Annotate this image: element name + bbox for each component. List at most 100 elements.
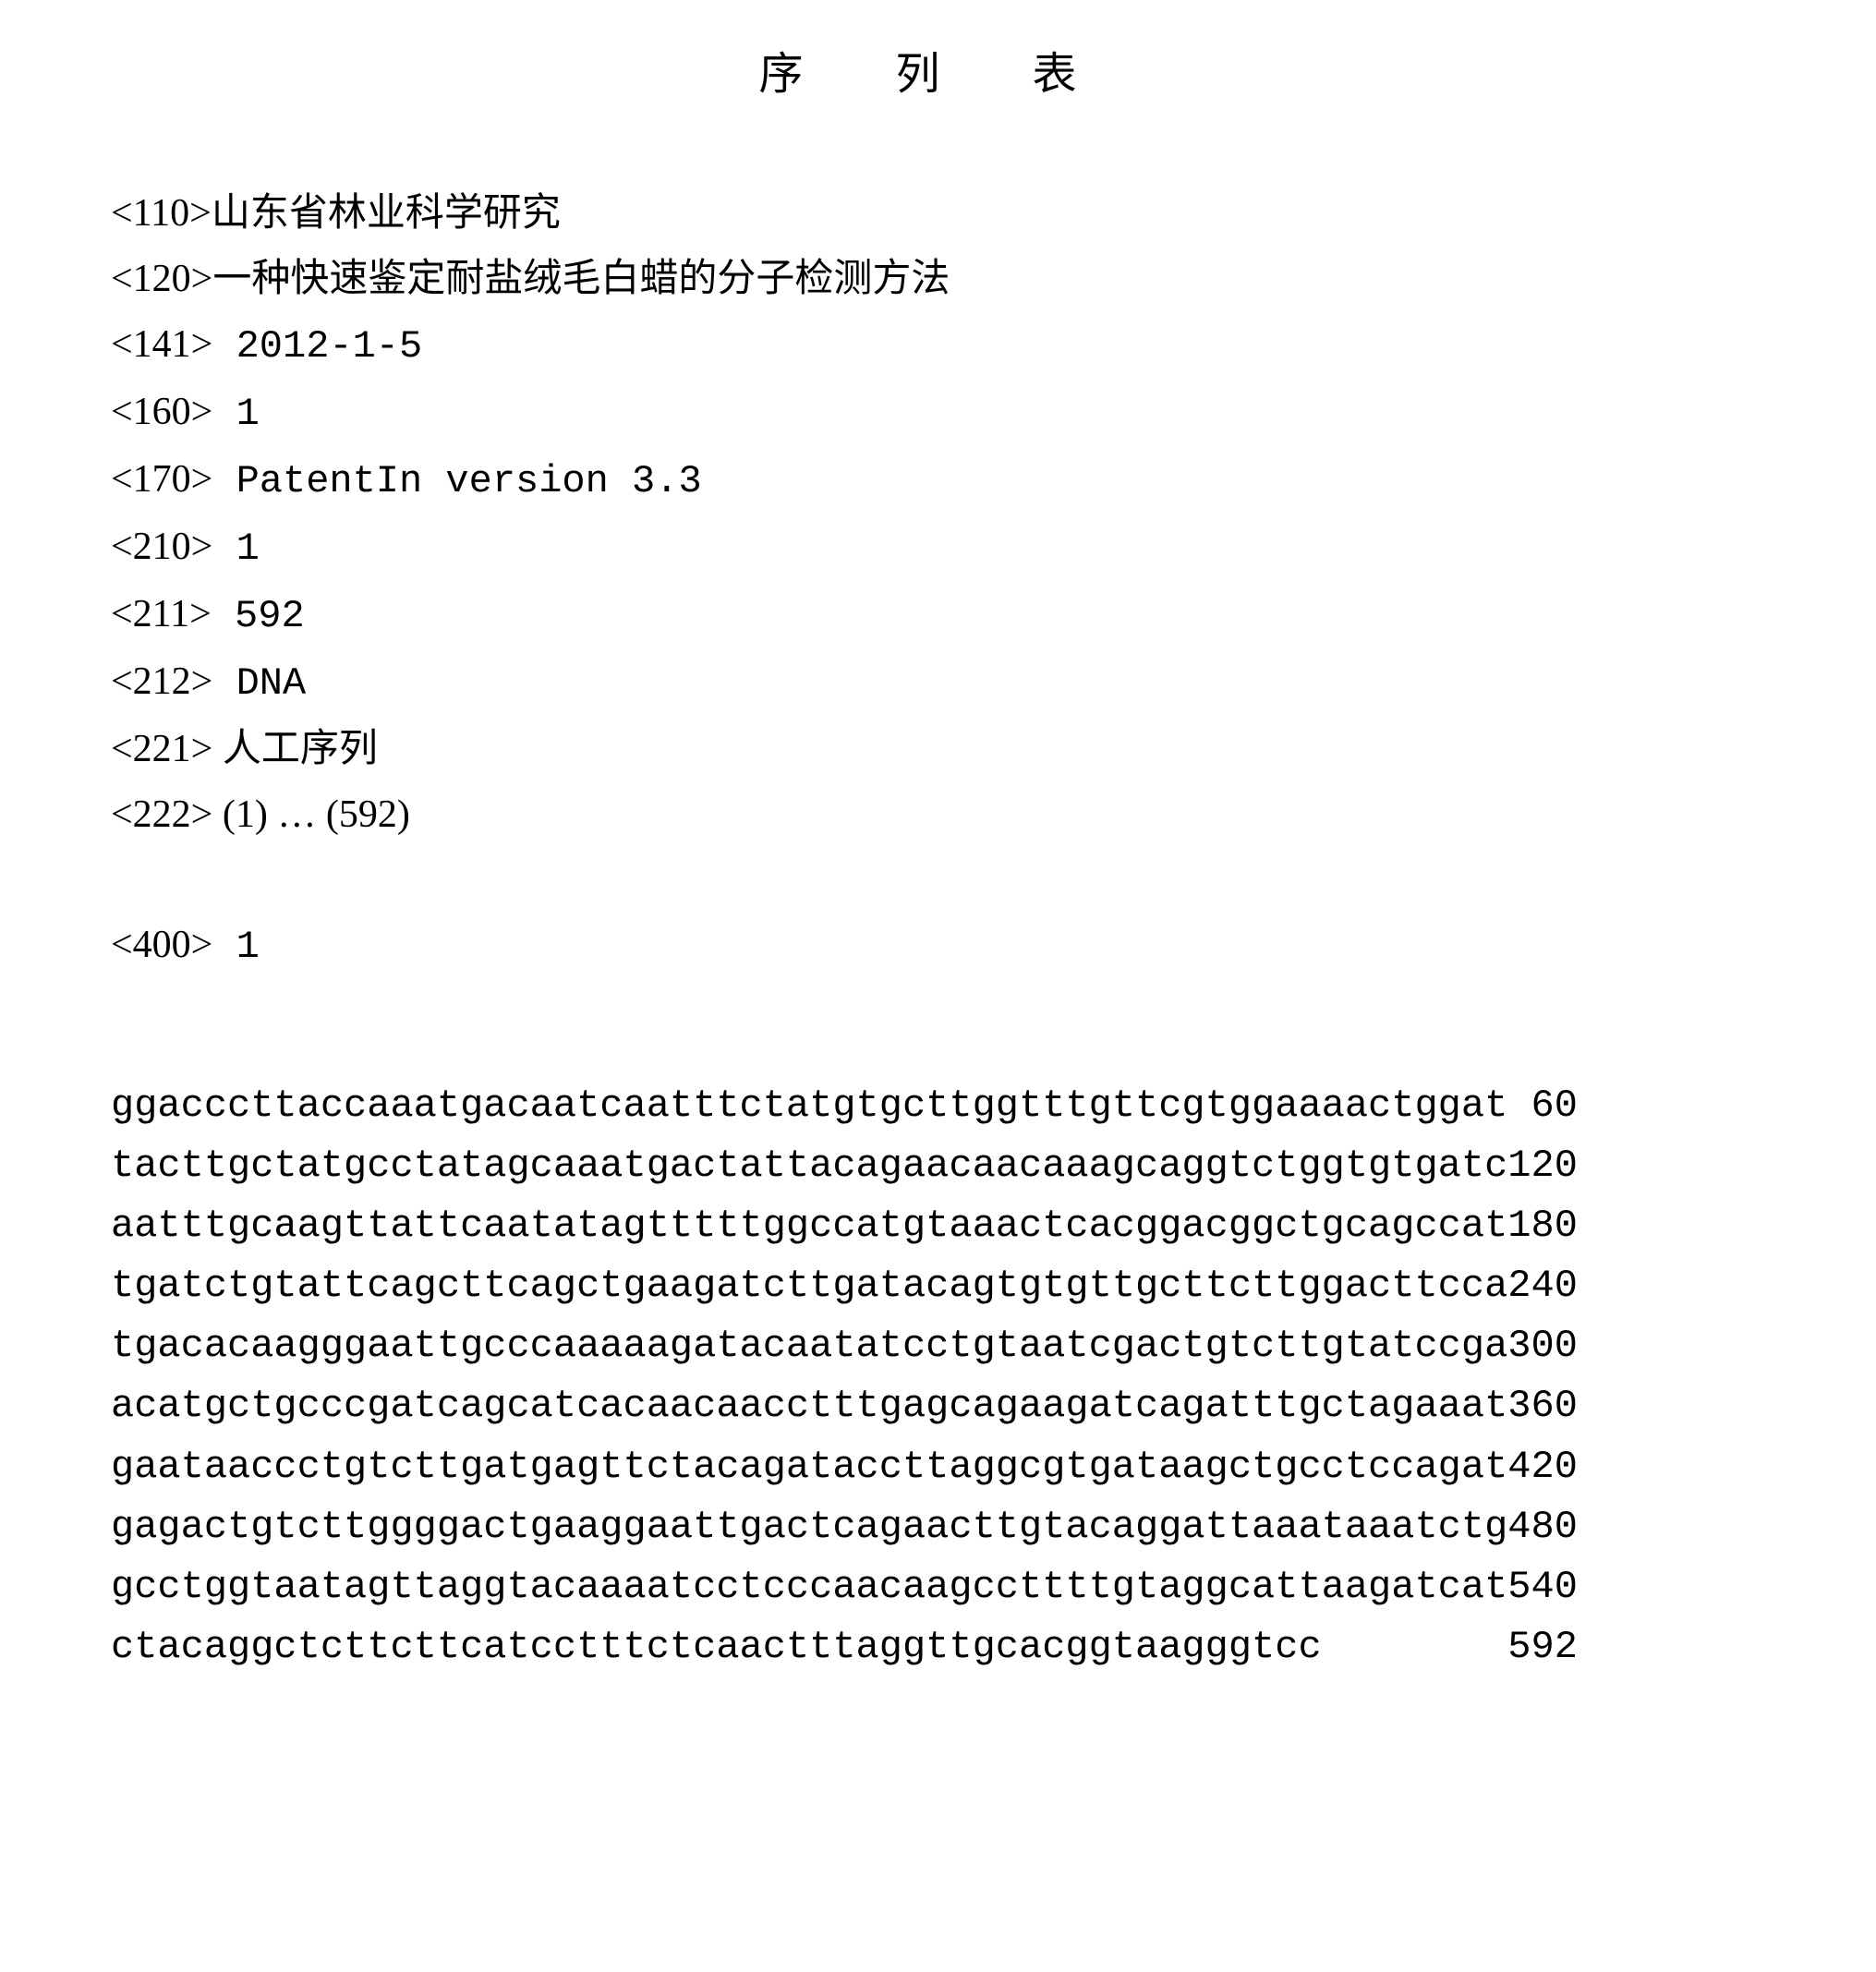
sequence-row: gagactgtcttggggactgaaggaattgactcagaacttg… [111, 1497, 1578, 1557]
sequence-block: gcctggtaat [111, 1557, 344, 1617]
sequence-block: tagtttttgg [576, 1196, 809, 1256]
sequence-block: tgtgcttggt [809, 1076, 1042, 1136]
sequence-block: tacttgctat [111, 1136, 344, 1196]
sequence-listing-page: 序 列 表 <110>山东省林业科学研究 <120>一种快速鉴定耐盐绒毛白蜡的分… [0, 0, 1876, 1972]
sequence-block: tggtgtgatc [1275, 1136, 1507, 1196]
meta-110: <110>山东省林业科学研究 [111, 185, 1765, 243]
sequence-block: tggacttcca [1275, 1256, 1507, 1316]
sequence-block: aatgactatt [576, 1136, 809, 1196]
meta-222-value: (1) … (592) [212, 793, 409, 836]
sequence-block: aggaattgac [576, 1497, 809, 1557]
sequence-block: gcctccagat [1275, 1437, 1507, 1497]
sequence-block: agatcagatt [1042, 1376, 1275, 1436]
sequence-block: atatcctgta [809, 1316, 1042, 1376]
sequence-position: 300 [1507, 1316, 1578, 1376]
sequence-position: 360 [1507, 1376, 1578, 1436]
meta-212-value: DNA [212, 661, 306, 706]
sequence-block: aaagcaggtc [1042, 1136, 1275, 1196]
meta-211-value: 592 [212, 594, 305, 638]
meta-210-value: 1 [212, 526, 259, 571]
sequence-position: 60 [1507, 1076, 1578, 1136]
sequence-block: tacaggatta [1042, 1497, 1275, 1557]
sequence-block: cc [1275, 1617, 1507, 1677]
sequence-block: gagactgtct [111, 1497, 344, 1557]
sequence-block: ttaagatcat [1275, 1557, 1507, 1617]
sequence-block: tgttgcttct [1042, 1256, 1275, 1316]
sequence-block: caaatgacaa [344, 1076, 576, 1136]
sequence-row: aatttgcaagttattcaatatagtttttggccatgtaaac… [111, 1196, 1578, 1256]
sequence-position: 592 [1507, 1617, 1578, 1677]
page-title: 序 列 表 [111, 37, 1765, 102]
meta-222: <222> (1) … (592) [111, 786, 1765, 844]
meta-110-tag: <110> [111, 192, 212, 235]
meta-141-value: 2012-1-5 [212, 324, 422, 369]
sequence-position: 120 [1507, 1136, 1578, 1196]
meta-160-value: 1 [212, 392, 259, 436]
sequence-block: acatgctgcc [111, 1376, 344, 1436]
meta-221: <221> 人工序列 [111, 720, 1765, 779]
sequence-block: tggggactga [344, 1497, 576, 1557]
sequence-row: gcctggtaatagttaggtacaaaatcctcccaacaagcct… [111, 1557, 1578, 1617]
sequence-block: aaaagataca [576, 1316, 809, 1376]
sequence-row: acatgctgcccgatcagcatcacaacaacctttgagcaga… [111, 1376, 1578, 1436]
sequence-block: cacaacaacc [576, 1376, 809, 1436]
sequence-block: ctgcagccat [1275, 1196, 1507, 1256]
sequence-block: tcagaacttg [809, 1497, 1042, 1557]
sequence-position: 240 [1507, 1256, 1578, 1316]
meta-120-tag: <120> [111, 258, 212, 300]
sequence-block: tgctagaaat [1275, 1376, 1507, 1436]
sequence-row: tgatctgtattcagcttcagctgaagatcttgatacagtg… [111, 1256, 1578, 1316]
meta-110-value: 山东省林业科学研究 [212, 192, 561, 235]
meta-400-tag: <400> [111, 924, 212, 966]
sequence-position: 420 [1507, 1437, 1578, 1497]
sequence-block: ttaggttgca [809, 1617, 1042, 1677]
sequence-position: 180 [1507, 1196, 1578, 1256]
sequence-block: tcaatttcta [576, 1076, 809, 1136]
sequence-block: tgatctgtat [111, 1256, 344, 1316]
meta-160: <160> 1 [111, 383, 1765, 443]
meta-210-tag: <210> [111, 526, 212, 568]
sequence-position: 480 [1507, 1497, 1578, 1557]
sequence-block: aaaatcctcc [576, 1557, 809, 1617]
sequence-block: gtcttgatga [344, 1437, 576, 1497]
sequence-block: gaataaccct [111, 1437, 344, 1497]
sequence-row: gaataaccctgtcttgatgagttctacagataccttaggc… [111, 1437, 1578, 1497]
sequence-block: ttgtatccga [1275, 1316, 1507, 1376]
spacer [111, 984, 1765, 1076]
meta-212: <212> DNA [111, 653, 1765, 713]
sequence-block: tgacacaagg [111, 1316, 344, 1376]
meta-141-tag: <141> [111, 323, 212, 366]
meta-222-tag: <222> [111, 793, 212, 836]
sequence-position: 540 [1507, 1557, 1578, 1617]
sequence-block: gttctacaga [576, 1437, 809, 1497]
meta-211: <211> 592 [111, 586, 1765, 646]
sequence-block: ggacccttac [111, 1076, 344, 1136]
spacer [111, 852, 1765, 916]
sequence-block: aaaactggat [1275, 1076, 1507, 1136]
sequence-row: ggacccttaccaaatgacaatcaatttctatgtgcttggt… [111, 1076, 1578, 1136]
sequence-block: acagaacaac [809, 1136, 1042, 1196]
sequence-block: ccatgtaaac [809, 1196, 1042, 1256]
meta-170-value: PatentIn version 3.3 [212, 459, 701, 503]
sequence-block: aatttgcaag [111, 1196, 344, 1256]
sequence-block: aataaatctg [1275, 1497, 1507, 1557]
sequence-block: gtgataagct [1042, 1437, 1275, 1497]
sequence-block: cggtaagggt [1042, 1617, 1275, 1677]
sequence-row: tgacacaagggaattgcccaaaaagatacaatatcctgta… [111, 1316, 1578, 1376]
sequence-block: ctacaggctc [111, 1617, 344, 1677]
meta-221-tag: <221> [111, 728, 212, 770]
sequence-block: tgatacagtg [809, 1256, 1042, 1316]
sequence-block: gaattgccca [344, 1316, 576, 1376]
sequence-block: tcagcttcag [344, 1256, 576, 1316]
meta-400-value: 1 [212, 925, 259, 969]
meta-210: <210> 1 [111, 518, 1765, 578]
meta-400: <400> 1 [111, 916, 1765, 976]
sequence-block: tttctcaact [576, 1617, 809, 1677]
sequence-block: ttcttcatcc [344, 1617, 576, 1677]
sequence-block: gcctatagca [344, 1136, 576, 1196]
meta-120: <120>一种快速鉴定耐盐绒毛白蜡的分子检测方法 [111, 250, 1765, 309]
sequence-block: ctgaagatct [576, 1256, 809, 1316]
sequence-table: ggacccttaccaaatgacaatcaatttctatgtgcttggt… [111, 1076, 1578, 1677]
sequence-block: ttgttcgtgg [1042, 1076, 1275, 1136]
sequence-block: caacaagcct [809, 1557, 1042, 1617]
